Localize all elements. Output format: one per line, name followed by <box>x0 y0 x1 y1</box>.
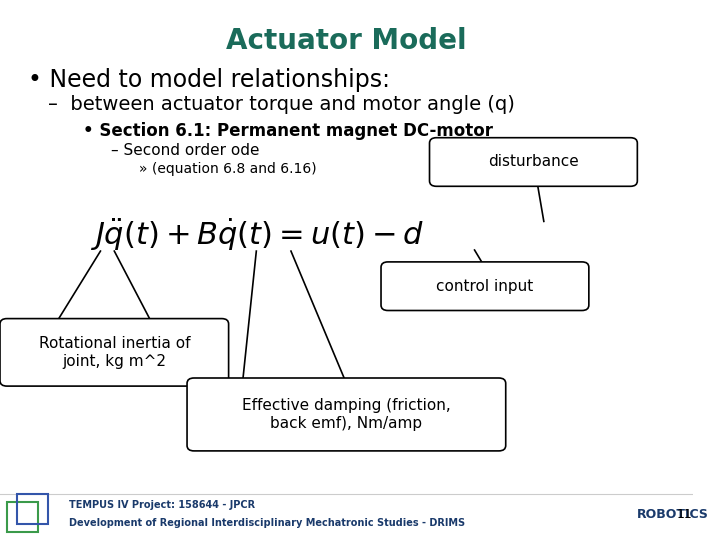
Text: 11: 11 <box>677 508 693 521</box>
Text: $J\ddot{q}(t) + B\dot{q}(t) = u(t) - d$: $J\ddot{q}(t) + B\dot{q}(t) = u(t) - d$ <box>90 217 424 253</box>
FancyBboxPatch shape <box>0 319 229 386</box>
Text: Rotational inertia of
joint, kg m^2: Rotational inertia of joint, kg m^2 <box>39 336 190 368</box>
Text: –  between actuator torque and motor angle (q): – between actuator torque and motor angl… <box>48 94 516 113</box>
Text: • Need to model relationships:: • Need to model relationships: <box>27 68 390 91</box>
FancyBboxPatch shape <box>187 378 505 451</box>
Text: ROBOTICS: ROBOTICS <box>637 508 709 521</box>
Text: TEMPUS IV Project: 158644 - JPCR: TEMPUS IV Project: 158644 - JPCR <box>69 500 256 510</box>
Text: – Second order ode: – Second order ode <box>111 143 259 158</box>
Text: Actuator Model: Actuator Model <box>226 27 467 55</box>
Text: disturbance: disturbance <box>488 154 579 170</box>
Text: Development of Regional Interdisciplinary Mechatronic Studies - DRIMS: Development of Regional Interdisciplinar… <box>69 518 465 528</box>
Text: » (equation 6.8 and 6.16): » (equation 6.8 and 6.16) <box>138 162 316 176</box>
Text: Effective damping (friction,
back emf), Nm/amp: Effective damping (friction, back emf), … <box>242 399 451 431</box>
FancyBboxPatch shape <box>430 138 637 186</box>
FancyBboxPatch shape <box>381 262 589 310</box>
Text: control input: control input <box>436 279 534 294</box>
Text: • Section 6.1: Permanent magnet DC-motor: • Section 6.1: Permanent magnet DC-motor <box>83 122 493 139</box>
